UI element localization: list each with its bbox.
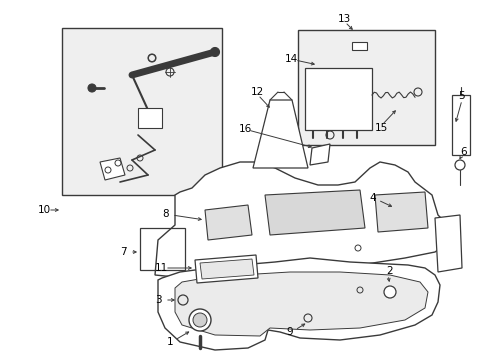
Text: 16: 16 [238,124,251,134]
Text: 4: 4 [368,193,375,203]
Circle shape [88,84,96,92]
Polygon shape [204,205,251,240]
Polygon shape [374,192,427,232]
Bar [62,28,222,195]
Bar [351,42,366,50]
Polygon shape [175,272,427,336]
Polygon shape [100,158,125,180]
Text: 10: 10 [38,205,51,215]
Text: 6: 6 [459,147,466,157]
Text: 5: 5 [457,91,464,101]
Text: 14: 14 [285,54,298,64]
Text: 3: 3 [155,295,162,305]
Polygon shape [195,255,258,283]
Polygon shape [155,162,447,292]
Text: 8: 8 [162,210,168,219]
Polygon shape [264,190,364,235]
Circle shape [383,286,395,298]
Text: 9: 9 [286,327,292,337]
Circle shape [210,48,219,57]
Polygon shape [158,258,439,350]
Polygon shape [138,108,162,128]
Circle shape [189,309,210,331]
Text: 15: 15 [374,123,387,133]
Polygon shape [309,144,329,165]
Text: 11: 11 [155,263,168,273]
Circle shape [193,313,206,327]
Text: 7: 7 [120,247,126,257]
Text: 1: 1 [166,337,173,347]
Text: 12: 12 [251,87,264,97]
Polygon shape [252,100,307,168]
Bar [451,95,469,155]
Text: 13: 13 [337,14,350,24]
Polygon shape [200,259,253,279]
Bar [297,30,434,145]
Bar [305,68,371,130]
Text: 2: 2 [385,266,392,276]
Polygon shape [434,215,461,272]
